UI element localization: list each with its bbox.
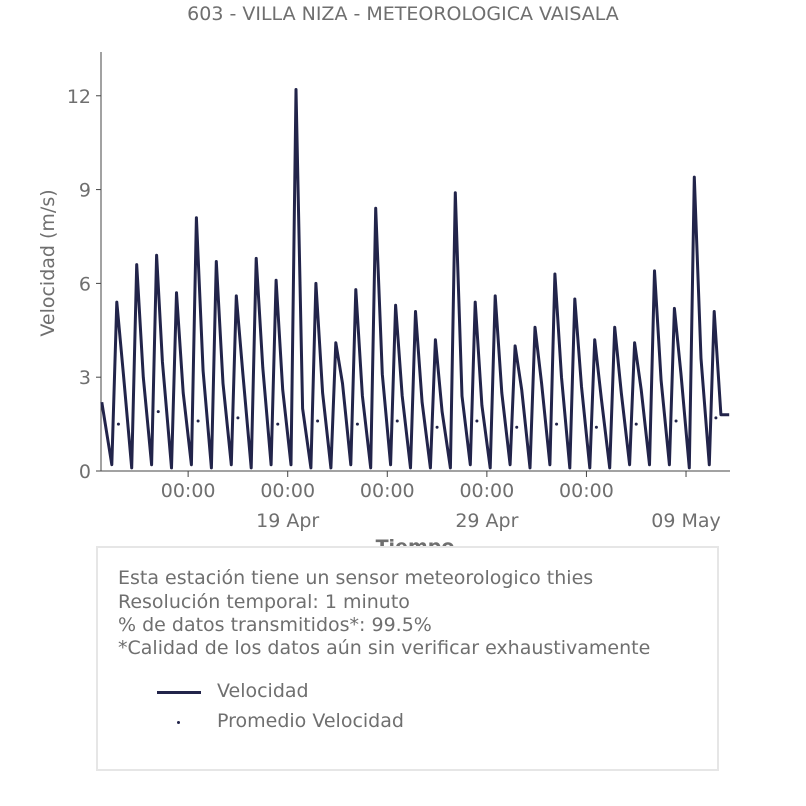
y-tick-label: 6 <box>79 273 91 295</box>
x-tick-label: 00:00 <box>559 480 614 502</box>
series-promedio-point <box>714 416 718 420</box>
series-promedio-point <box>555 422 559 426</box>
y-tick-label: 12 <box>67 86 91 108</box>
legend-promedio-swatch <box>177 721 180 724</box>
y-axis-label: Velocidad (m/s) <box>37 189 59 336</box>
chart-title: 603 - VILLA NIZA - METEOROLOGICA VAISALA <box>187 3 619 25</box>
info-transmitted-line: % de datos transmitidos*: 99.5% <box>118 614 432 636</box>
series-promedio-point <box>515 425 519 429</box>
series-promedio-point <box>634 422 638 426</box>
series-promedio-point <box>395 419 399 423</box>
y-tick-label: 3 <box>79 367 91 389</box>
series-promedio-point <box>116 422 120 426</box>
series-promedio-point <box>276 422 280 426</box>
info-box: Esta estación tiene un sensor meteorolog… <box>96 546 719 771</box>
series-promedio-point <box>674 419 678 423</box>
y-tick-label: 9 <box>79 180 91 202</box>
y-tick-label: 0 <box>79 461 91 483</box>
series-promedio-point <box>355 422 359 426</box>
x-tick-label: 00:00 <box>161 480 216 502</box>
series-promedio-point <box>475 419 479 423</box>
legend-promedio-label: Promedio Velocidad <box>217 710 404 732</box>
info-quality-line: *Calidad de los datos aún sin verificar … <box>118 637 651 659</box>
x-tick-date-label: 09 May <box>651 510 721 532</box>
x-tick-date-label: 29 Apr <box>455 510 518 532</box>
series-promedio-point <box>316 419 320 423</box>
legend-velocidad-label: Velocidad <box>217 680 309 702</box>
info-sensor-line: Esta estación tiene un sensor meteorolog… <box>118 567 594 589</box>
series-promedio-point <box>196 419 200 423</box>
series-promedio-point <box>594 425 598 429</box>
x-tick-label: 00:00 <box>260 480 315 502</box>
x-tick-label: 00:00 <box>360 480 415 502</box>
legend-velocidad-swatch <box>157 691 201 694</box>
series-velocidad-line <box>100 88 730 470</box>
y-ticks: 0 3 6 9 12 <box>67 86 101 483</box>
info-resolution-line: Resolución temporal: 1 minuto <box>118 591 410 613</box>
series-promedio-point <box>435 425 439 429</box>
series-promedio-point <box>156 410 160 414</box>
series-layer <box>100 88 730 470</box>
series-promedio-point <box>236 416 240 420</box>
x-tick-label: 00:00 <box>459 480 514 502</box>
x-tick-date-label: 19 Apr <box>256 510 319 532</box>
x-ticks: 00:00 00:00 19 Apr 00:00 00:00 29 Apr 00:00 09 … <box>161 471 721 532</box>
